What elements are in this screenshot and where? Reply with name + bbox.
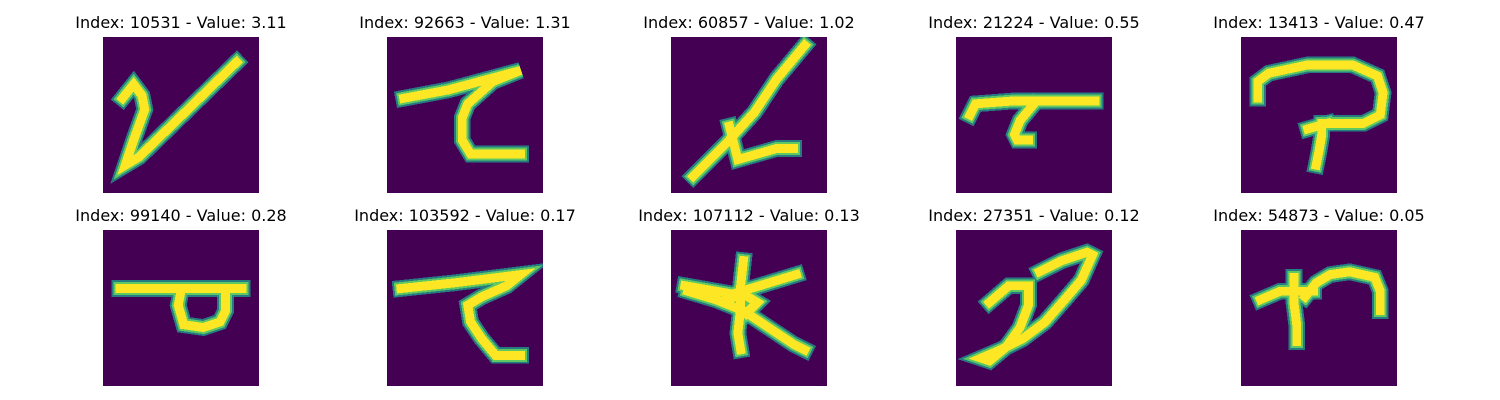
panel-10: Index: 54873 - Value: 0.05 <box>1204 206 1434 386</box>
panel-title: Index: 13413 - Value: 0.47 <box>1213 13 1425 32</box>
panel-5: Index: 13413 - Value: 0.47 <box>1204 13 1434 193</box>
panel-title: Index: 99140 - Value: 0.28 <box>75 206 287 225</box>
panel-3: Index: 60857 - Value: 1.02 <box>634 13 864 193</box>
panel-6: Index: 99140 - Value: 0.28 <box>66 206 296 386</box>
panel-title: Index: 21224 - Value: 0.55 <box>928 13 1140 32</box>
panel-title: Index: 10531 - Value: 3.11 <box>75 13 287 32</box>
panel-title: Index: 103592 - Value: 0.17 <box>354 206 576 225</box>
glyph-image <box>387 230 543 386</box>
panel-title: Index: 107112 - Value: 0.13 <box>638 206 860 225</box>
glyph-image <box>103 37 259 193</box>
glyph-image <box>1241 37 1397 193</box>
glyph-image <box>103 230 259 386</box>
glyph-image <box>671 37 827 193</box>
panel-title: Index: 27351 - Value: 0.12 <box>928 206 1140 225</box>
glyph-image <box>671 230 827 386</box>
panel-8: Index: 107112 - Value: 0.13 <box>634 206 864 386</box>
panel-1: Index: 10531 - Value: 3.11 <box>66 13 296 193</box>
glyph-image <box>956 230 1112 386</box>
panel-title: Index: 54873 - Value: 0.05 <box>1213 206 1425 225</box>
panel-title: Index: 92663 - Value: 1.31 <box>359 13 571 32</box>
panel-4: Index: 21224 - Value: 0.55 <box>919 13 1149 193</box>
panel-7: Index: 103592 - Value: 0.17 <box>350 206 580 386</box>
panel-2: Index: 92663 - Value: 1.31 <box>350 13 580 193</box>
panel-9: Index: 27351 - Value: 0.12 <box>919 206 1149 386</box>
panel-title: Index: 60857 - Value: 1.02 <box>643 13 855 32</box>
glyph-image <box>387 37 543 193</box>
glyph-image <box>956 37 1112 193</box>
glyph-image <box>1241 230 1397 386</box>
